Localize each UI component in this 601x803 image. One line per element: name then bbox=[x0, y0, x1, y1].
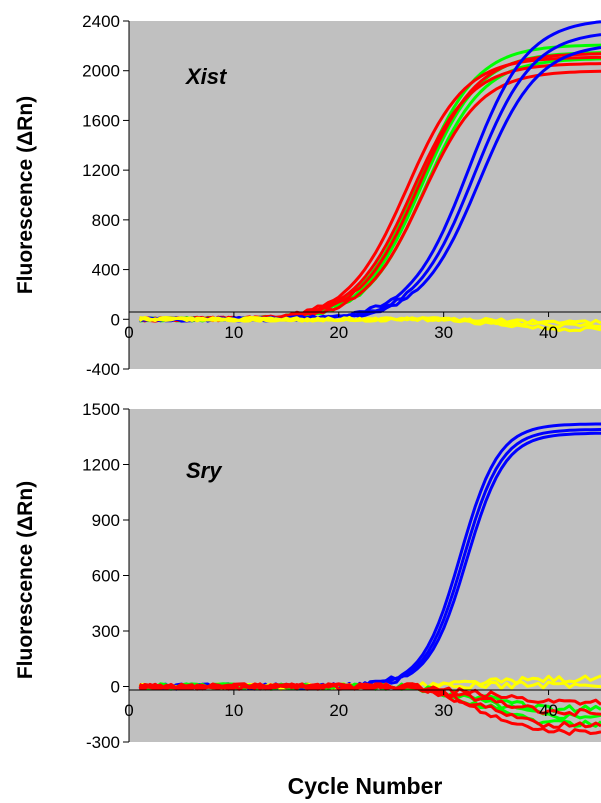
xist-panel-title: Xist bbox=[184, 64, 228, 89]
x-axis-label: Cycle Number bbox=[288, 773, 443, 799]
sry-x-tick-label: 0 bbox=[124, 701, 133, 720]
xist-y-tick-label: 1600 bbox=[82, 111, 120, 130]
xist-y-axis-label: Fluorescence (ΔRn) bbox=[14, 96, 37, 294]
sry-x-tick-label: 10 bbox=[224, 701, 243, 720]
sry-series-group bbox=[138, 422, 601, 736]
sry-y-tick-label: 900 bbox=[92, 511, 120, 530]
sry-y-tick-label: 0 bbox=[111, 678, 120, 697]
xist-y-tick-label: 800 bbox=[92, 211, 120, 230]
sry-series-line bbox=[138, 682, 601, 729]
xist-x-tick-label: 30 bbox=[434, 323, 453, 342]
xist-x-tick-label: 0 bbox=[124, 323, 133, 342]
sry-series-line bbox=[138, 682, 601, 736]
xist-series-line bbox=[139, 315, 601, 329]
sry-y-tick-label: 600 bbox=[92, 567, 120, 586]
xist-y-tick-label: 2000 bbox=[82, 62, 120, 81]
xist-y-tick-label: -400 bbox=[86, 360, 120, 379]
xist-y-tick-label: 0 bbox=[111, 310, 120, 329]
sry-y-axis-label: Fluorescence (ΔRn) bbox=[14, 481, 37, 679]
xist-series-group bbox=[138, 20, 601, 333]
xist-y-tick-label: 400 bbox=[92, 261, 120, 280]
sry-x-tick-label: 20 bbox=[329, 701, 348, 720]
sry-y-tick-label: 1500 bbox=[82, 400, 120, 419]
xist-series-line bbox=[139, 316, 601, 333]
sry-x-tick-label: 30 bbox=[434, 701, 453, 720]
xist-y-tick-label: 1200 bbox=[82, 161, 120, 180]
xist-x-tick-label: 10 bbox=[224, 323, 243, 342]
sry-y-tick-label: 300 bbox=[92, 622, 120, 641]
sry-y-tick-label: 1200 bbox=[82, 456, 120, 475]
xist-x-tick-label: 40 bbox=[539, 323, 558, 342]
sry-x-tick-label: 40 bbox=[539, 701, 558, 720]
xist-x-tick-label: 20 bbox=[329, 323, 348, 342]
sry-y-tick-label: -300 bbox=[86, 733, 120, 752]
sry-panel-title: Sry bbox=[186, 458, 223, 483]
xist-y-tick-label: 2400 bbox=[82, 12, 120, 31]
